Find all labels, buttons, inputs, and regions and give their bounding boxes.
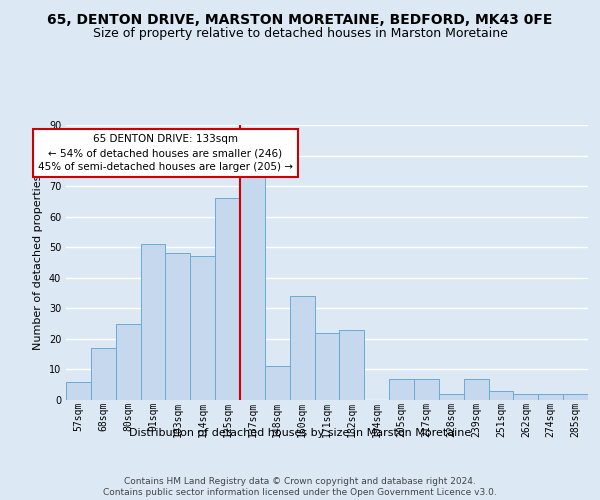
- Bar: [514, 394, 538, 400]
- Bar: [488, 391, 514, 400]
- Bar: [290, 296, 314, 400]
- Y-axis label: Number of detached properties: Number of detached properties: [33, 175, 43, 350]
- Bar: [116, 324, 140, 400]
- Bar: [166, 254, 190, 400]
- Bar: [538, 394, 563, 400]
- Bar: [240, 171, 265, 400]
- Bar: [414, 378, 439, 400]
- Text: 65, DENTON DRIVE, MARSTON MORETAINE, BEDFORD, MK43 0FE: 65, DENTON DRIVE, MARSTON MORETAINE, BED…: [47, 12, 553, 26]
- Text: 65 DENTON DRIVE: 133sqm
← 54% of detached houses are smaller (246)
45% of semi-d: 65 DENTON DRIVE: 133sqm ← 54% of detache…: [38, 134, 293, 172]
- Bar: [464, 378, 488, 400]
- Bar: [563, 394, 588, 400]
- Text: Distribution of detached houses by size in Marston Moretaine: Distribution of detached houses by size …: [129, 428, 471, 438]
- Bar: [265, 366, 290, 400]
- Bar: [91, 348, 116, 400]
- Bar: [140, 244, 166, 400]
- Bar: [66, 382, 91, 400]
- Bar: [439, 394, 464, 400]
- Bar: [190, 256, 215, 400]
- Text: Contains HM Land Registry data © Crown copyright and database right 2024.: Contains HM Land Registry data © Crown c…: [124, 476, 476, 486]
- Text: Contains public sector information licensed under the Open Government Licence v3: Contains public sector information licen…: [103, 488, 497, 497]
- Bar: [314, 333, 340, 400]
- Text: Size of property relative to detached houses in Marston Moretaine: Size of property relative to detached ho…: [92, 28, 508, 40]
- Bar: [340, 330, 364, 400]
- Bar: [215, 198, 240, 400]
- Bar: [389, 378, 414, 400]
